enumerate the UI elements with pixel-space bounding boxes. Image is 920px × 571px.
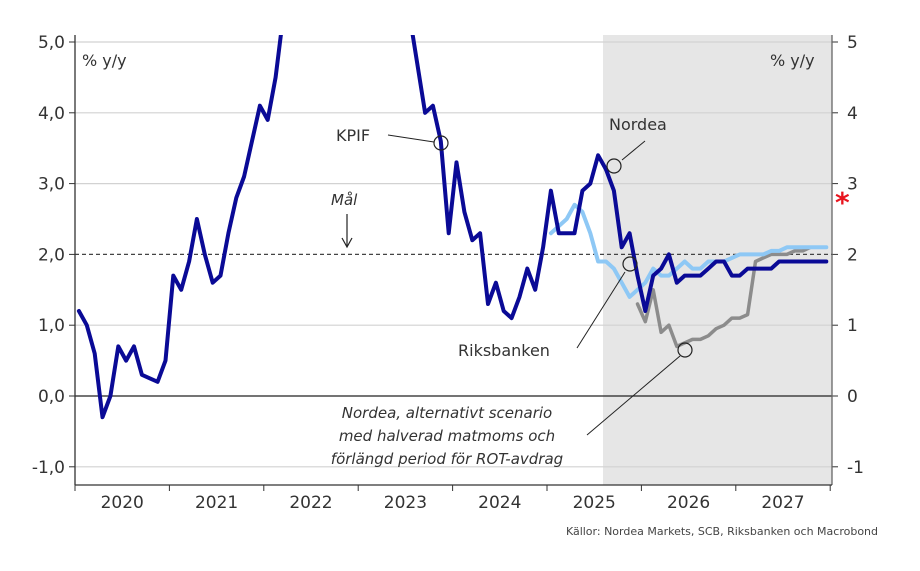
kpif-label: KPIF (336, 126, 370, 145)
y-tick-left: 2,0 (38, 245, 65, 265)
y-tick-left: 4,0 (38, 104, 65, 124)
alt-label-2: med halverad matmoms och (339, 427, 555, 445)
y-tick-right: 3 (847, 175, 858, 195)
alt-label-3: förlängd period för ROT-avdrag (331, 450, 563, 468)
series-nordea-alt (635, 245, 829, 349)
riksbanken-marker (622, 256, 638, 272)
alt-label-1: Nordea, alternativt scenario (342, 404, 552, 422)
nordea-marker (606, 158, 622, 174)
nordea-label: Nordea (609, 115, 667, 134)
series-riksbanken (548, 202, 829, 299)
kpif-marker (433, 135, 449, 151)
y-tick-right: 4 (847, 104, 858, 124)
x-tick-label: 2022 (289, 493, 332, 513)
x-tick-label: 2021 (195, 493, 238, 513)
y-tick-left: -1,0 (32, 458, 65, 478)
y-unit-left: % y/y (82, 51, 127, 70)
series-kpif (76, 35, 608, 420)
y-tick-right: 2 (847, 245, 858, 265)
y-tick-left: 5,0 (38, 33, 65, 53)
y-tick-right: -1 (847, 458, 864, 478)
alt-marker (677, 342, 693, 358)
y-unit-right: % y/y (770, 51, 815, 70)
series-lines (76, 35, 829, 420)
y-tick-right: 1 (847, 316, 858, 336)
y-tick-left: 0,0 (38, 387, 65, 407)
x-tick-label: 2027 (761, 493, 804, 513)
y-tick-right: 0 (847, 387, 858, 407)
x-tick-label: 2020 (101, 493, 144, 513)
x-tick-label: 2025 (573, 493, 616, 513)
series-nordea (604, 167, 829, 313)
x-tick-label: 2023 (384, 493, 427, 513)
x-tick-label: 2024 (478, 493, 521, 513)
axes: 5,0 5 4,0 4 3,0 3 2,0 2 1,0 1 0,0 0 -1,0 -1 2020 2021 20… (32, 33, 864, 513)
y-tick-left: 3,0 (38, 175, 65, 195)
target-label: Mål (331, 191, 358, 209)
y-tick-left: 1,0 (38, 316, 65, 336)
x-tick-label: 2026 (667, 493, 710, 513)
right-axis-star: * (835, 186, 850, 219)
y-tick-right: 5 (847, 33, 858, 53)
source-note: Källor: Nordea Markets, SCB, Riksbanken … (565, 525, 878, 538)
riksbanken-label: Riksbanken (458, 341, 550, 360)
